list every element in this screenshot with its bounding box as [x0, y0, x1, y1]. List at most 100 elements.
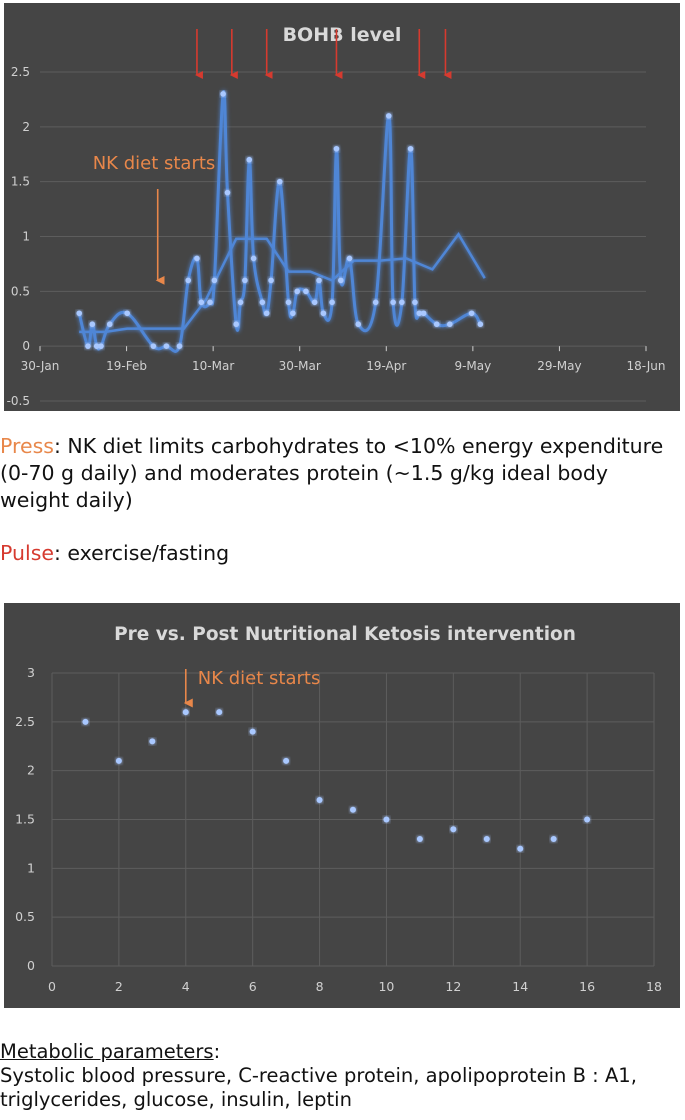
metabolic-text: Systolic blood pressure, C-reactive prot…: [0, 1064, 637, 1111]
bohb-data-point: [89, 321, 96, 328]
bohb-data-point: [276, 178, 283, 185]
bohb-data-point: [194, 255, 200, 262]
metabolic-colon: :: [213, 1040, 221, 1063]
scatter-data-point: [517, 845, 524, 852]
nk-diet-annotation: NK diet starts: [198, 668, 321, 689]
bohb-data-point: [250, 255, 257, 262]
bohb-data-point: [185, 277, 192, 284]
y-tick-label: -0.5: [7, 394, 30, 408]
x-tick-label: 18: [646, 979, 662, 994]
y-tick-label: 0: [22, 339, 30, 353]
bohb-data-point: [385, 113, 392, 119]
bohb-data-point: [355, 321, 362, 328]
x-tick-label: 8: [316, 979, 324, 994]
x-tick-label: 19-Feb: [106, 359, 147, 373]
x-tick-label: 29-May: [537, 359, 581, 373]
scatter-data-point: [316, 796, 323, 803]
bohb-data-point: [220, 91, 226, 97]
bohb-data-point: [233, 321, 239, 328]
chart-title: BOHB level: [283, 24, 402, 46]
bohb-data-point: [333, 145, 340, 152]
bohb-data-point: [433, 321, 440, 328]
scatter-data-point: [550, 836, 557, 843]
bohb-data-point: [176, 343, 183, 349]
bohb-data-point: [303, 288, 309, 295]
bohb-data-point: [390, 299, 396, 306]
press-caption: Press: NK diet limits carbohydrates to <…: [0, 433, 680, 514]
y-tick-label: 2.5: [15, 714, 35, 729]
y-tick-label: 1: [27, 860, 35, 875]
y-tick-label: 0.5: [15, 909, 35, 924]
x-tick-label: 14: [512, 979, 528, 994]
pulse-caption: Pulse: exercise/fasting: [0, 540, 680, 567]
y-tick-label: 2: [27, 763, 35, 778]
bohb-data-point: [259, 299, 266, 306]
bohb-data-point: [290, 310, 296, 317]
bohb-data-point: [311, 299, 318, 306]
bohb-data-point: [242, 277, 248, 284]
press-text: : NK diet limits carbohydrates to <10% e…: [0, 434, 664, 512]
nk-diet-annotation: NK diet starts: [93, 153, 216, 174]
scatter-data-point: [216, 709, 223, 716]
bohb-data-point: [372, 299, 379, 306]
x-tick-label: 18-Jun: [626, 359, 665, 373]
scatter-data-point: [584, 816, 591, 823]
y-tick-label: 2.5: [11, 65, 30, 79]
scatter-data-point: [115, 757, 122, 764]
x-tick-label: 4: [182, 979, 190, 994]
bohb-data-point: [320, 310, 327, 317]
bohb-data-point: [237, 299, 244, 306]
bohb-data-point: [316, 277, 322, 284]
scatter-data-point: [350, 806, 356, 813]
scatter-data-point: [182, 709, 189, 716]
metabolic-label: Metabolic parameters: [0, 1040, 214, 1063]
scatter-data-point: [450, 826, 457, 833]
bohb-data-point: [246, 156, 253, 163]
x-tick-label: 19-Apr: [366, 359, 406, 373]
y-tick-label: 0: [27, 958, 35, 973]
x-tick-label: 9-May: [454, 359, 491, 373]
scatter-data-point: [283, 757, 290, 764]
bohb-data-point: [447, 321, 453, 328]
bohb-data-point: [420, 310, 427, 317]
chart-title: Pre vs. Post Nutritional Ketosis interve…: [114, 624, 576, 645]
bohb-data-point: [85, 343, 91, 349]
scatter-data-point: [249, 728, 256, 735]
bohb-data-point: [468, 310, 475, 317]
metabolic-caption: Metabolic parameters: Systolic blood pres…: [0, 1040, 680, 1112]
scatter-data-point: [483, 836, 490, 843]
bohb-data-point: [211, 277, 218, 284]
scatter-data-point: [149, 738, 156, 745]
bohb-data-point: [207, 299, 213, 306]
x-tick-label: 6: [249, 979, 257, 994]
bohb-data-point: [477, 321, 484, 328]
bohb-data-point: [285, 299, 292, 306]
nk-scatter-chart-panel: Pre vs. Post Nutritional Ketosis interve…: [4, 603, 680, 1008]
bohb-data-point: [98, 343, 104, 349]
bohb-data-point: [412, 299, 418, 306]
bohb-chart-panel: BOHB level -0.5 0 0.5 1 1.5 2 2.5 30-Jan 19-Feb 10…: [4, 3, 680, 411]
x-tick-label: 30-Mar: [279, 359, 321, 373]
scatter-data-point: [82, 718, 89, 725]
bohb-data-point: [150, 343, 157, 349]
y-tick-label: 0.5: [11, 284, 30, 298]
y-tick-label: 3: [27, 665, 35, 680]
x-tick-label: 12: [445, 979, 461, 994]
scatter-data-point: [383, 816, 390, 823]
bohb-data-point: [93, 343, 100, 349]
bohb-data-point: [106, 321, 113, 328]
x-tick-label: 2: [115, 979, 123, 994]
x-tick-label: 10-Mar: [192, 359, 234, 373]
y-tick-label: 1: [22, 230, 30, 244]
bohb-data-point: [198, 299, 205, 306]
press-label: Press: [0, 434, 54, 458]
x-tick-label: 10: [378, 979, 394, 994]
bohb-data-point: [416, 310, 423, 317]
bohb-data-point: [263, 310, 270, 317]
pulse-label: Pulse: [0, 541, 54, 565]
bohb-data-point: [329, 299, 335, 306]
bohb-data-point: [268, 277, 274, 284]
y-tick-label: 2: [22, 120, 30, 134]
x-tick-label: 0: [48, 979, 56, 994]
bohb-data-point: [346, 255, 353, 262]
